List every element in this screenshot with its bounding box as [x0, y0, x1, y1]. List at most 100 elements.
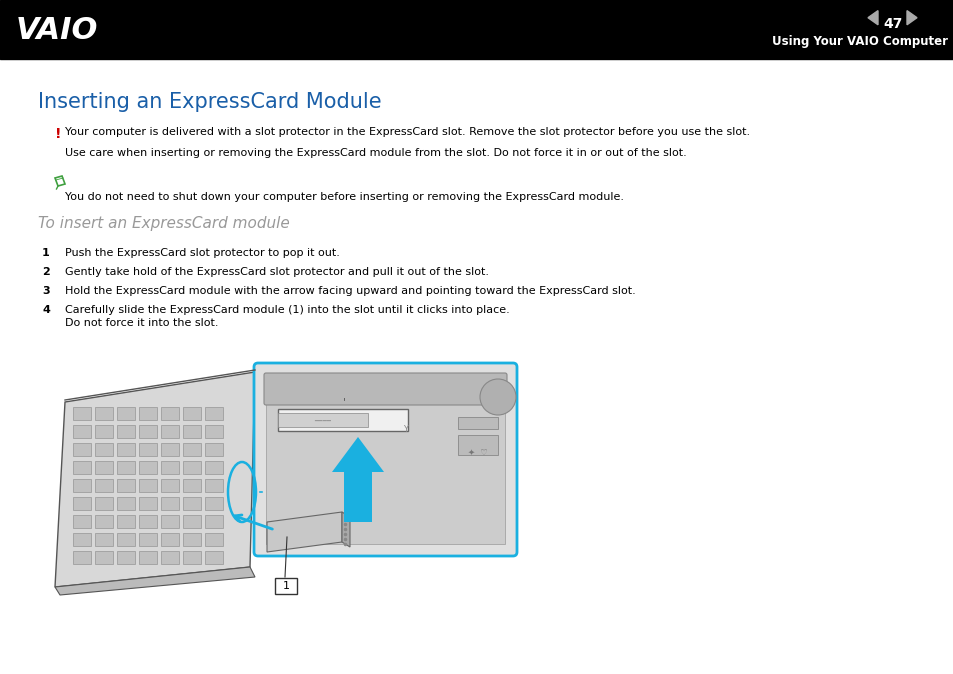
- Bar: [73, 443, 91, 456]
- Bar: [139, 551, 157, 564]
- Polygon shape: [867, 11, 877, 25]
- Bar: [117, 425, 135, 438]
- Bar: [205, 407, 223, 420]
- Text: ✦  ♡: ✦ ♡: [468, 448, 487, 457]
- Bar: [183, 533, 201, 546]
- Bar: [277, 409, 408, 431]
- Text: 1: 1: [282, 581, 289, 591]
- Bar: [277, 413, 368, 427]
- Polygon shape: [55, 567, 254, 595]
- Bar: [183, 515, 201, 528]
- Bar: [95, 497, 112, 510]
- Text: 1: 1: [42, 248, 50, 258]
- Bar: [205, 497, 223, 510]
- Bar: [161, 515, 179, 528]
- Bar: [139, 533, 157, 546]
- Bar: [0, 0, 953, 59]
- Bar: [205, 515, 223, 528]
- Bar: [139, 407, 157, 420]
- Bar: [117, 407, 135, 420]
- Bar: [73, 497, 91, 510]
- Circle shape: [479, 379, 516, 415]
- Text: Gently take hold of the ExpressCard slot protector and pull it out of the slot.: Gently take hold of the ExpressCard slot…: [65, 267, 489, 277]
- FancyBboxPatch shape: [264, 373, 506, 405]
- FancyBboxPatch shape: [253, 363, 517, 556]
- Bar: [266, 375, 504, 544]
- Text: Use care when inserting or removing the ExpressCard module from the slot. Do not: Use care when inserting or removing the …: [65, 148, 686, 158]
- Bar: [183, 479, 201, 492]
- Bar: [139, 497, 157, 510]
- Bar: [161, 551, 179, 564]
- Bar: [161, 479, 179, 492]
- Bar: [183, 407, 201, 420]
- Text: Your computer is delivered with a slot protector in the ExpressCard slot. Remove: Your computer is delivered with a slot p…: [65, 127, 749, 137]
- Bar: [95, 479, 112, 492]
- Bar: [205, 533, 223, 546]
- Polygon shape: [906, 11, 916, 25]
- Bar: [161, 461, 179, 474]
- Bar: [183, 425, 201, 438]
- Bar: [117, 515, 135, 528]
- Text: To insert an ExpressCard module: To insert an ExpressCard module: [38, 216, 290, 231]
- Bar: [183, 551, 201, 564]
- Bar: [139, 425, 157, 438]
- Text: 3: 3: [42, 286, 50, 296]
- Bar: [73, 515, 91, 528]
- Bar: [117, 497, 135, 510]
- Bar: [95, 461, 112, 474]
- Bar: [95, 407, 112, 420]
- Bar: [183, 461, 201, 474]
- Text: Inserting an ExpressCard Module: Inserting an ExpressCard Module: [38, 92, 381, 112]
- Text: ━━━━: ━━━━: [314, 418, 331, 424]
- Text: 47: 47: [882, 17, 902, 30]
- Text: Using Your VAIO Computer: Using Your VAIO Computer: [771, 35, 947, 48]
- Bar: [117, 443, 135, 456]
- Bar: [73, 479, 91, 492]
- Bar: [139, 479, 157, 492]
- Bar: [183, 443, 201, 456]
- Bar: [161, 425, 179, 438]
- FancyBboxPatch shape: [274, 578, 296, 594]
- Text: Hold the ExpressCard module with the arrow facing upward and pointing toward the: Hold the ExpressCard module with the arr…: [65, 286, 635, 296]
- Bar: [161, 443, 179, 456]
- Bar: [95, 515, 112, 528]
- Bar: [95, 425, 112, 438]
- Bar: [205, 551, 223, 564]
- Text: !: !: [55, 127, 61, 141]
- Bar: [457, 417, 497, 429]
- Bar: [95, 443, 112, 456]
- Text: 2: 2: [42, 267, 50, 277]
- Text: 4: 4: [42, 305, 50, 315]
- Text: VAIO: VAIO: [16, 16, 98, 45]
- Bar: [205, 461, 223, 474]
- Bar: [117, 461, 135, 474]
- Bar: [161, 533, 179, 546]
- Bar: [95, 551, 112, 564]
- Bar: [139, 443, 157, 456]
- Bar: [457, 435, 497, 455]
- Polygon shape: [267, 512, 341, 552]
- Text: Carefully slide the ExpressCard module (1) into the slot until it clicks into pl: Carefully slide the ExpressCard module (…: [65, 305, 509, 328]
- Bar: [73, 533, 91, 546]
- Bar: [117, 533, 135, 546]
- Polygon shape: [55, 372, 254, 587]
- Bar: [139, 515, 157, 528]
- Polygon shape: [341, 512, 350, 547]
- Bar: [161, 497, 179, 510]
- Bar: [161, 407, 179, 420]
- Bar: [73, 407, 91, 420]
- Bar: [95, 533, 112, 546]
- Bar: [205, 479, 223, 492]
- Polygon shape: [332, 437, 384, 522]
- Bar: [183, 497, 201, 510]
- Bar: [139, 461, 157, 474]
- Bar: [117, 551, 135, 564]
- Bar: [205, 425, 223, 438]
- Text: You do not need to shut down your computer before inserting or removing the Expr: You do not need to shut down your comput…: [65, 192, 623, 202]
- Bar: [117, 479, 135, 492]
- Text: Push the ExpressCard slot protector to pop it out.: Push the ExpressCard slot protector to p…: [65, 248, 339, 258]
- Bar: [73, 461, 91, 474]
- Text: Y: Y: [402, 425, 408, 434]
- Bar: [205, 443, 223, 456]
- Bar: [73, 425, 91, 438]
